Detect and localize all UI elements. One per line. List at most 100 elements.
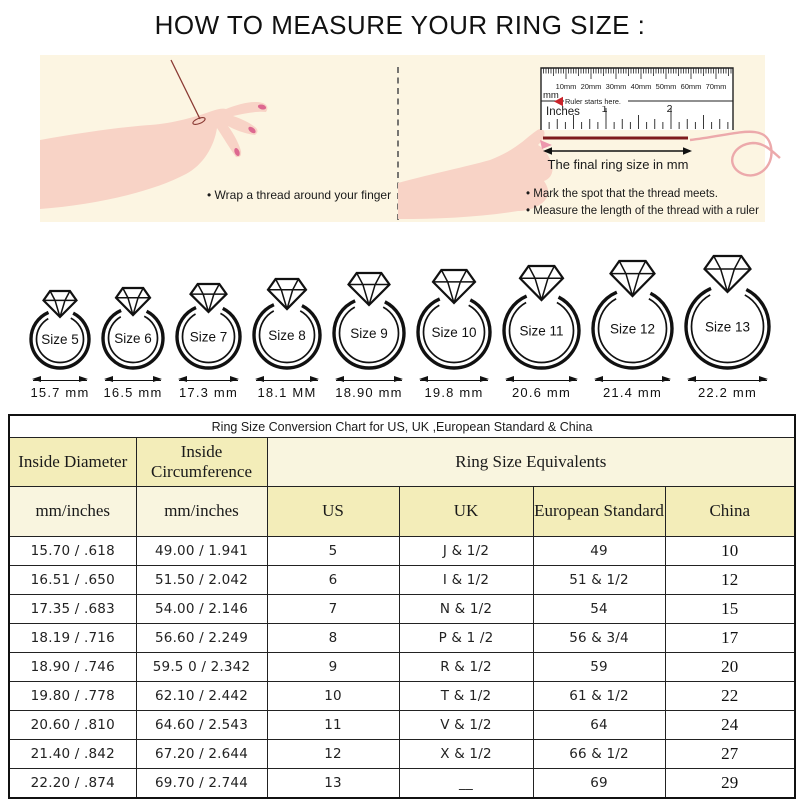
inside-circumference-cell: 64.60 / 2.543: [135, 710, 268, 740]
china-header: China: [664, 486, 796, 537]
diameter-arrow: [335, 376, 403, 383]
note-backing: [564, 96, 628, 106]
thread-wrap: [192, 117, 206, 125]
fingertip-marker: [540, 140, 552, 149]
uk-size-cell: X & 1/2: [398, 739, 534, 769]
thread-needle-line: [170, 59, 201, 120]
ruler-ticks: 10mm 20mm 30mm 40mm 50mm 60mm 70mm 1 2: [540, 68, 732, 129]
table-row: 18.90 / .746 59.5 0 / 2.342 9 R & 1/2 59 20: [8, 652, 796, 682]
inside-circumference-cell: 62.10 / 2.442: [135, 681, 268, 711]
diameter-arrow: [594, 376, 671, 383]
diameter-unit-header: mm/inches: [8, 486, 137, 537]
diameter-value: 18.1 MM: [257, 385, 317, 400]
table-row: 20.60 / .810 64.60 / 2.543 11 V & 1/2 64 24: [8, 710, 796, 740]
ring-size-label: Size 6: [114, 331, 152, 346]
uk-size-cell: P & 1 /2: [398, 623, 534, 653]
inside-circumference-header: Inside Circumference: [135, 437, 268, 487]
china-size-cell: 12: [664, 565, 796, 595]
ring-size-label: Size 13: [705, 320, 750, 335]
ring-size-label: Size 11: [519, 324, 563, 339]
measure-length-bullet: Measure the length of the thread with a …: [526, 203, 759, 220]
european-size-cell: 54: [532, 594, 666, 624]
left-hand-illustration: [40, 101, 268, 209]
diameter-value: 20.6 mm: [512, 385, 571, 400]
ring-size-item: Size 11 20.6 mm: [499, 264, 584, 400]
ruler-start-note: Ruler starts here.: [565, 97, 621, 106]
measuring-instructions-panel: 10mm 20mm 30mm 40mm 50mm 60mm 70mm 1 2 mm Ruler …: [40, 55, 781, 222]
page-title: HOW TO MEASURE YOUR RING SIZE :: [154, 10, 646, 40]
inside-circumference-cell: 69.70 / 2.744: [135, 768, 268, 799]
thread-curl: [689, 130, 781, 177]
us-size-cell: 11: [266, 710, 400, 740]
fingernail-icon: [234, 148, 240, 156]
us-size-cell: 6: [266, 565, 400, 595]
ruler-border: [540, 67, 734, 130]
us-size-cell: 12: [266, 739, 400, 769]
diameter-arrow: [419, 376, 489, 383]
diamond-ring-icon: Size 11: [502, 264, 581, 370]
china-size-cell: 22: [664, 681, 796, 711]
diamond-ring-icon: Size 12: [591, 259, 674, 370]
arrowhead-right-icon: [683, 147, 692, 155]
uk-size-cell: N & 1/2: [398, 594, 534, 624]
ring-size-label: Size 10: [431, 325, 476, 340]
european-size-cell: 64: [532, 710, 666, 740]
diameter-arrow: [31, 376, 88, 383]
ring-size-label: Size 5: [41, 332, 79, 347]
ring-size-equivalents-header: Ring Size Equivalents: [266, 437, 796, 487]
inside-diameter-header: Inside Diameter: [8, 437, 137, 487]
china-size-cell: 27: [664, 739, 796, 769]
inside-diameter-cell: 21.40 / .842: [8, 739, 137, 769]
ring-size-item: Size 13 22.2 mm: [681, 254, 774, 400]
fingernail-icon: [257, 104, 267, 110]
arrowhead-left-icon: [543, 147, 552, 155]
inside-circumference-cell: 54.00 / 2.146: [135, 594, 268, 624]
ruler-mm-tick-label: 40mm: [631, 82, 652, 91]
inside-circumference-cell: 51.50 / 2.042: [135, 565, 268, 595]
diameter-arrow: [178, 376, 239, 383]
uk-size-cell: J & 1/2: [398, 536, 534, 566]
ruler-mm-tick-label: 70mm: [706, 82, 727, 91]
table-title-row: Ring Size Conversion Chart for US, UK ,E…: [8, 414, 796, 438]
diameter-arrow: [255, 376, 319, 383]
china-size-cell: 20: [664, 652, 796, 682]
table-row: 15.70 / .618 49.00 / 1.941 5 J & 1/2 49 10: [8, 536, 796, 566]
table-row: 18.19 / .716 56.60 / 2.249 8 P & 1 /2 56 & 3…: [8, 623, 796, 653]
inside-circumference-cell: 59.5 0 / 2.342: [135, 652, 268, 682]
diameter-value: 16.5 mm: [103, 385, 163, 400]
diamond-ring-icon: Size 10: [416, 268, 492, 370]
table-subheader-row: mm/inches mm/inches US UK European Stand…: [8, 486, 796, 537]
uk-size-cell: V & 1/2: [398, 710, 534, 740]
inside-diameter-cell: 18.90 / .746: [8, 652, 137, 682]
china-size-cell: 17: [664, 623, 796, 653]
inside-diameter-cell: 16.51 / .650: [8, 565, 137, 595]
ring-size-item: Size 8 18.1 MM: [249, 277, 325, 400]
inside-diameter-cell: 17.35 / .683: [8, 594, 137, 624]
mm-unit-label: mm: [543, 90, 559, 101]
diameter-value: 15.7 mm: [30, 385, 90, 400]
wrap-thread-bullet: Wrap a thread around your finger: [207, 188, 392, 202]
table-row: 19.80 / .778 62.10 / 2.442 10 T & 1/2 61 & 1…: [8, 681, 796, 711]
diameter-value: 17.3 mm: [179, 385, 238, 400]
uk-size-cell: I & 1/2: [398, 565, 534, 595]
mark-spot-bullet: Mark the spot that the thread meets.: [526, 186, 759, 203]
measure-steps-bullets: Mark the spot that the thread meets. Mea…: [526, 186, 759, 220]
us-size-cell: 5: [266, 536, 400, 566]
panel-illustration: 10mm 20mm 30mm 40mm 50mm 60mm 70mm 1 2 mm Ruler …: [40, 59, 781, 221]
ruler-mm-tick-label: 50mm: [656, 82, 677, 91]
ring-size-item: Size 6 16.5 mm: [98, 286, 168, 400]
ring-size-item: Size 5 15.7 mm: [26, 289, 94, 400]
inches-label: Inches: [546, 106, 580, 118]
diameter-arrow: [505, 376, 578, 383]
table-row: 16.51 / .650 51.50 / 2.042 6 I & 1/2 51 & 1/…: [8, 565, 796, 595]
diamond-ring-icon: Size 8: [252, 277, 322, 370]
uk-size-cell: R & 1/2: [398, 652, 534, 682]
inside-circumference-cell: 49.00 / 1.941: [135, 536, 268, 566]
european-size-cell: 61 & 1/2: [532, 681, 666, 711]
ring-size-item: Size 9 18.90 mm: [329, 271, 409, 400]
diameter-value: 21.4 mm: [603, 385, 662, 400]
fingernail-icon: [248, 126, 256, 134]
right-hand-illustration: [398, 129, 553, 219]
european-size-cell: 69: [532, 768, 666, 799]
european-size-cell: 49: [532, 536, 666, 566]
